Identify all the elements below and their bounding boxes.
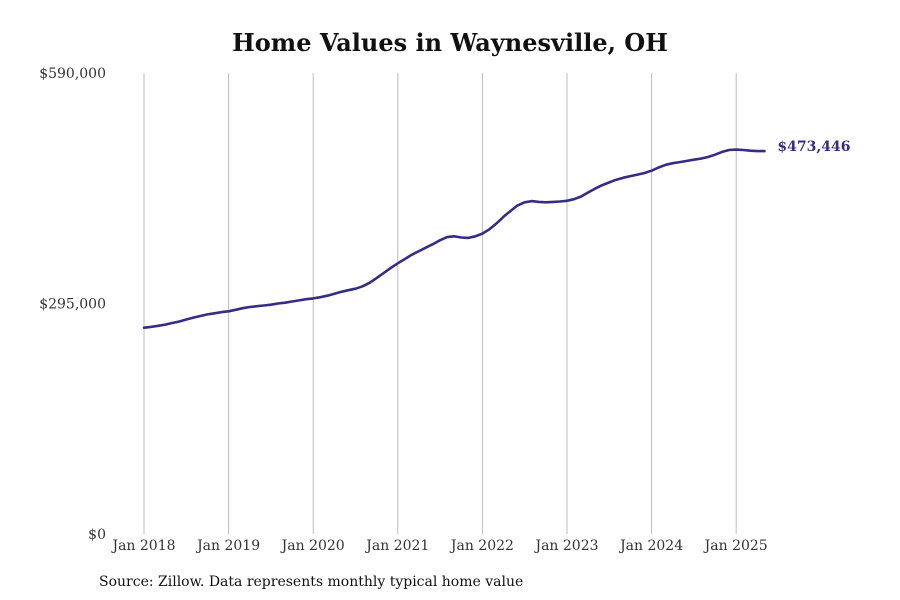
series-line (142, 148, 766, 329)
x-tick-label: Jan 2023 (533, 538, 598, 554)
x-tick-label: Jan 2025 (703, 538, 768, 554)
x-tick-label: Jan 2021 (364, 538, 429, 554)
x-tick-label: Jan 2018 (110, 538, 175, 554)
chart-title: Home Values in Waynesville, OH (232, 28, 668, 57)
y-axis-ticks: $0 $295,000 $590,000 (39, 66, 106, 543)
grid-lines (143, 73, 737, 534)
y-tick-label: $0 (88, 527, 106, 543)
y-tick-label: $590,000 (39, 66, 106, 82)
source-note: Source: Zillow. Data represents monthly … (99, 574, 524, 590)
x-tick-label: Jan 2019 (195, 538, 260, 554)
x-tick-label: Jan 2024 (618, 538, 683, 554)
y-tick-label: $295,000 (39, 297, 106, 313)
x-tick-label: Jan 2020 (280, 538, 345, 554)
x-axis-ticks: Jan 2018 Jan 2019 Jan 2020 Jan 2021 Jan 2022… (110, 538, 767, 554)
x-tick-label: Jan 2022 (449, 538, 514, 554)
end-value-label: $473,446 (777, 139, 850, 155)
